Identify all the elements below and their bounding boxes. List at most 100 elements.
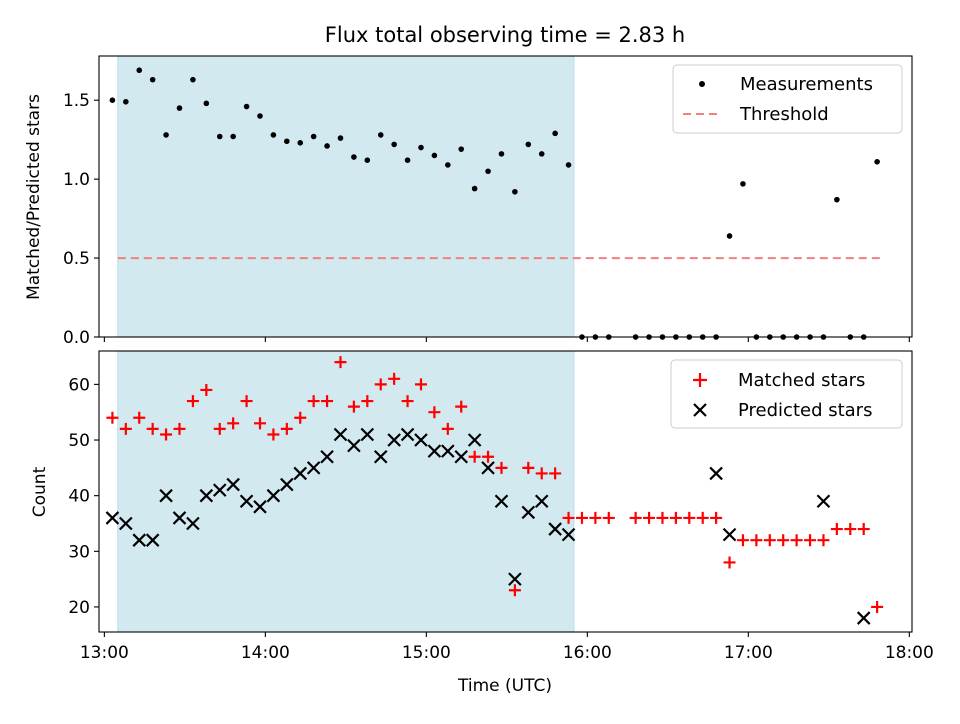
matched-stars-point [790,534,803,547]
predicted-stars-point [373,449,388,464]
predicted-stars-point [159,488,173,503]
measurement-point [243,103,250,110]
matched-stars-point [146,422,159,435]
top-legend-box [672,64,903,134]
matched-stars-point [253,417,266,430]
measurement-point [418,144,424,151]
measurement-point [525,141,532,148]
matched-stars-point [240,395,253,408]
matched-stars-point [374,378,387,391]
matched-stars-point [482,450,495,463]
measurement-point [337,135,344,141]
y-tick-label: 20 [68,598,90,618]
matched-stars-point [830,523,843,536]
measurement-point [431,152,438,159]
measurement-point [471,185,478,192]
x-tick-label: 17:00 [724,643,773,663]
y-tick-label: 0.0 [63,328,90,348]
matched-stars-point [589,511,602,524]
matched-stars-point [683,511,696,524]
matched-stars-point [133,411,146,424]
chart-title: Flux total observing time = 2.83 h [325,23,685,47]
top-plot-frame [98,55,913,338]
x-axis-label: Time (UTC) [457,676,552,696]
predicted-stars-point [414,433,428,447]
legend-matched-label: Matched stars [738,370,865,391]
measurement-point [163,132,169,138]
predicted-stars-point [306,461,321,475]
measurement-point [458,146,465,152]
measurement-point [726,233,733,239]
measurement-point [136,67,143,74]
matched-stars-point [347,400,360,413]
predicted-stars-point [534,494,549,509]
predicted-stars-point [521,505,536,520]
x-tick-label: 15:00 [402,643,451,663]
matched-stars-point [455,400,468,413]
predicted-stars-point [722,527,737,542]
x-tick-label: 13:00 [80,643,129,663]
matched-stars-point [468,450,481,463]
legend-predicted-label: Predicted stars [738,400,872,421]
measurement-point [176,105,183,111]
measurement-point [485,168,491,175]
top-legend: Measurements Threshold [672,64,903,134]
matched-stars-point [643,511,656,524]
measurement-point [123,98,129,105]
matched-stars-point [334,356,347,369]
matched-stars-point [777,534,790,547]
predicted-stars-point [360,427,375,442]
measurement-point [552,130,558,137]
matched-stars-point [629,511,642,524]
y-tick-label: 1.5 [63,91,90,111]
measurement-point [257,113,263,119]
matched-stars-point [280,422,293,435]
y-tick-label: 40 [68,487,90,507]
legend-measurements-marker [699,81,705,87]
matched-stars-point [763,534,776,547]
matched-stars-point [804,534,817,547]
measurement-point [190,76,196,83]
top-panel: 0.0 0.5 1.0 1.5 Matched/Predicted stars Mea… [24,55,913,348]
bottom-y-ticks: 20 30 40 50 60 [68,375,99,618]
bottom-legend: Matched stars Predicted stars [670,359,903,429]
predicted-stars-point [427,444,442,458]
predicted-stars-point [132,533,147,547]
predicted-stars-point [387,433,401,447]
matched-stars-point [414,378,427,391]
bottom-shaded-region [117,350,575,633]
matched-stars-point [562,511,575,524]
measurement-point [740,181,746,187]
matched-stars-point [522,461,535,474]
matched-stars-point [213,422,226,435]
measurement-point [364,157,371,163]
predicted-stars-point [816,494,831,509]
measurement-point [538,151,545,157]
matched-stars-point [173,422,186,435]
measurement-point [270,132,277,138]
matched-stars-point [844,523,857,536]
measurement-point [351,154,357,160]
predicted-stars-point [856,611,871,625]
measurement-point [512,188,518,195]
matched-stars-point [696,511,709,524]
legend-threshold-label: Threshold [739,104,829,125]
predicted-stars-point [172,511,187,525]
matched-stars-point [549,467,562,480]
predicted-stars-point [186,516,200,531]
matched-stars-point [535,467,548,480]
top-y-axis-label: Matched/Predicted stars [24,94,44,300]
measurement-point [834,196,840,203]
measurement-point [445,162,451,168]
top-x-ticks [103,337,910,342]
predicted-stars-point [293,466,308,481]
measurement-point [216,133,223,140]
matched-stars-point [656,511,669,524]
x-tick-label: 16:00 [563,643,612,663]
predicted-stars-point [347,438,361,453]
predicted-stars-point [548,522,562,536]
predicted-stars-point [253,500,267,514]
matched-stars-point [508,584,521,597]
matched-stars-point [710,511,723,524]
